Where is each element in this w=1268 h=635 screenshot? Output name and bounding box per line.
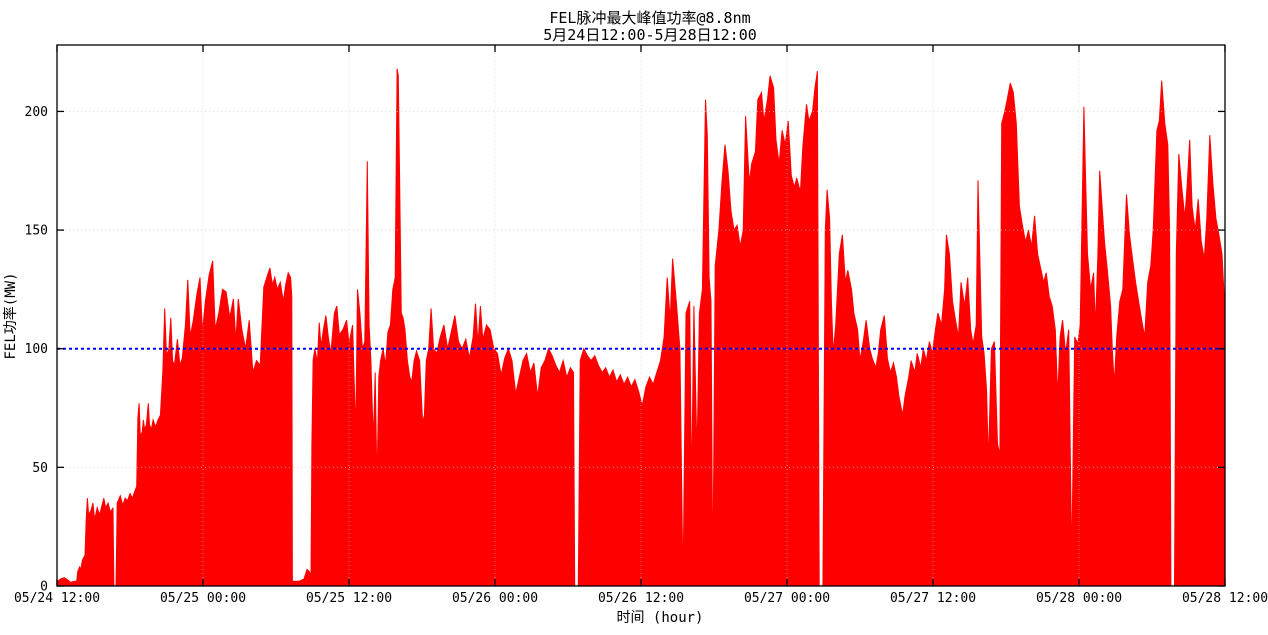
- y-tick-label: 0: [40, 580, 48, 595]
- x-tick-label: 05/24 12:00: [14, 591, 100, 606]
- x-tick-label: 05/27 12:00: [890, 591, 976, 606]
- x-tick-label: 05/28 12:00: [1182, 591, 1268, 606]
- x-tick-label: 05/25 12:00: [306, 591, 392, 606]
- y-tick-label: 100: [25, 342, 48, 357]
- x-tick-label: 05/27 00:00: [744, 591, 830, 606]
- x-tick-label: 05/26 12:00: [598, 591, 684, 606]
- x-axis-label: 时间 (hour): [616, 610, 703, 626]
- y-tick-label: 50: [32, 461, 48, 476]
- x-tick-label: 05/25 00:00: [160, 591, 246, 606]
- y-tick-label: 200: [25, 105, 48, 120]
- chart-subtitle: 5月24日12:00-5月28日12:00: [543, 26, 757, 44]
- x-tick-label: 05/26 00:00: [452, 591, 538, 606]
- x-tick-label: 05/28 00:00: [1036, 591, 1122, 606]
- y-tick-label: 150: [25, 224, 48, 239]
- chart-title: FEL脉冲最大峰值功率@8.8nm: [549, 9, 750, 27]
- power-area-series: [56, 68, 1226, 587]
- y-axis-label: FEL功率(MW): [2, 272, 19, 359]
